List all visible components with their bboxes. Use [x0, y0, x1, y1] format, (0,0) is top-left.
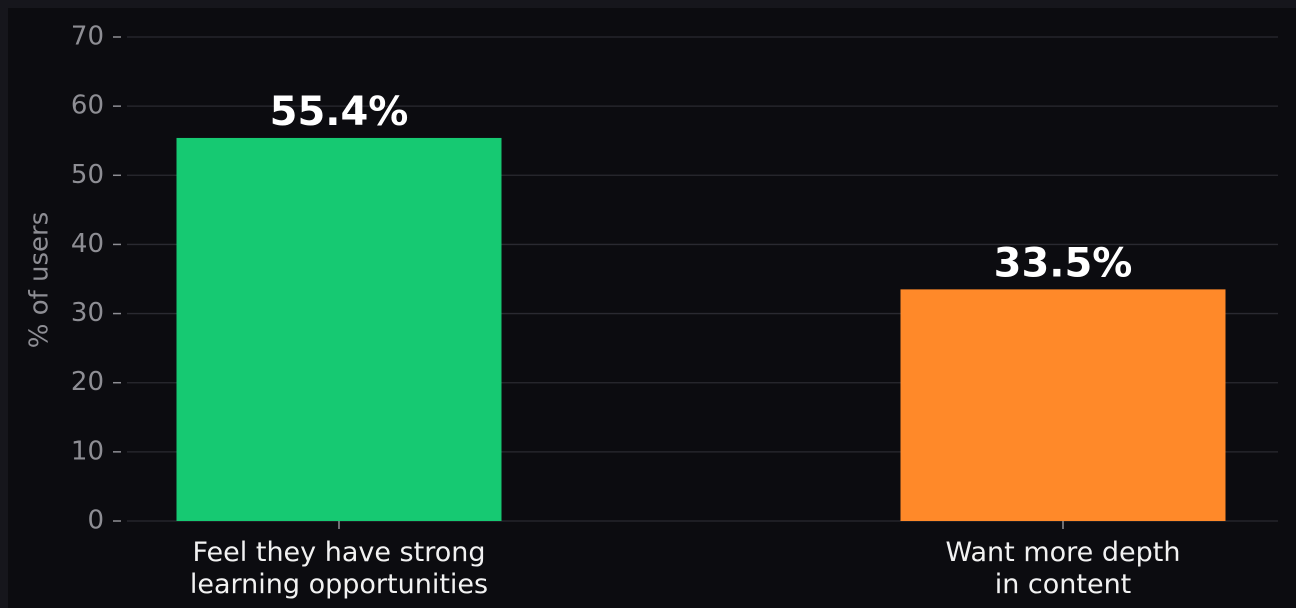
bar — [176, 137, 502, 521]
y-tick-label: 40 — [71, 229, 104, 259]
y-tick-label: 50 — [71, 160, 104, 190]
value-label: 55.4% — [270, 89, 409, 135]
y-tick-label: 0 — [87, 506, 104, 536]
y-axis-label: % of users — [25, 212, 55, 349]
y-tick-label: 20 — [71, 367, 104, 397]
x-tick-label: Want more depth in content — [945, 537, 1181, 600]
bar — [900, 289, 1226, 521]
y-tick-label: 30 — [71, 298, 104, 328]
value-label: 33.5% — [994, 240, 1133, 286]
x-tick-label: Feel they have strong learning opportuni… — [189, 537, 489, 600]
y-tick-label: 60 — [71, 91, 104, 121]
y-tick-label: 70 — [71, 22, 104, 52]
y-tick-label: 10 — [71, 436, 104, 466]
